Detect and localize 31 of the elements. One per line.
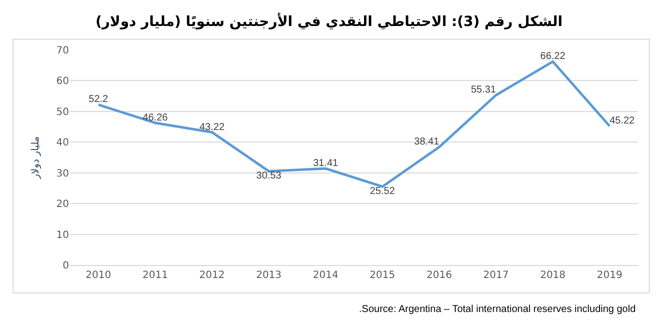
y-tick-label: 0 bbox=[62, 260, 69, 272]
data-label: 30.53 bbox=[256, 170, 282, 182]
x-tick-label: 2012 bbox=[199, 270, 225, 281]
data-label: 43.22 bbox=[199, 122, 225, 133]
y-tick-label: 60 bbox=[56, 76, 69, 88]
y-tick-label: 20 bbox=[56, 199, 69, 210]
y-tick-label: 50 bbox=[56, 106, 69, 118]
x-tick-label: 2019 bbox=[596, 270, 622, 281]
y-tick-label: 10 bbox=[56, 230, 69, 241]
x-tick-label: 2010 bbox=[86, 270, 112, 281]
x-tick-label: 2018 bbox=[540, 270, 566, 281]
data-label: 31.41 bbox=[313, 158, 339, 170]
y-tick-label: 30 bbox=[56, 168, 69, 180]
data-label: 25.52 bbox=[370, 186, 396, 198]
data-label: 38.41 bbox=[414, 136, 440, 148]
x-tick-label: 2011 bbox=[142, 270, 168, 281]
y-axis-title: مليار دولار bbox=[30, 136, 42, 180]
y-tick-label: 70 bbox=[56, 46, 69, 56]
x-tick-label: 2017 bbox=[483, 270, 509, 281]
x-tick-label: 2014 bbox=[312, 270, 338, 281]
x-tick-label: 2016 bbox=[426, 270, 452, 281]
y-tick-label: 40 bbox=[56, 138, 69, 149]
text: .Source: Argentina – Total international reserves including gold bbox=[359, 304, 636, 315]
data-label: 55.31 bbox=[470, 84, 496, 96]
x-tick-label: 2013 bbox=[256, 270, 282, 281]
data-label: 52.2 bbox=[88, 94, 109, 106]
data-label: 66.22 bbox=[540, 51, 566, 62]
data-label: 45.22 bbox=[610, 116, 636, 127]
x-tick-label: 2015 bbox=[370, 270, 396, 281]
data-label: 46.26 bbox=[142, 112, 168, 124]
chart-title: الشكل رقم (3): الاحتياطي النقدي في الأرجنتين سنويًا (مليار دولار) bbox=[95, 12, 563, 30]
